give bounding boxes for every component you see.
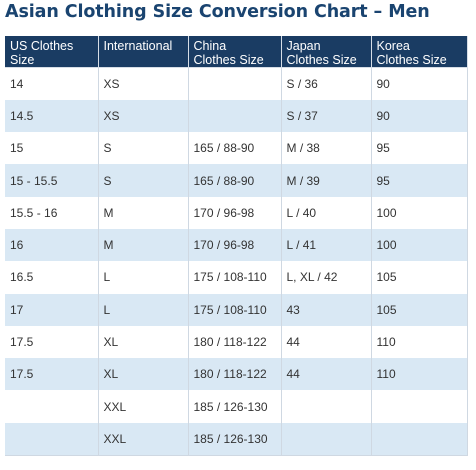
cell-international: XS bbox=[97, 99, 189, 133]
cell-japan-size: M / 38 bbox=[280, 132, 372, 165]
cell-china-size: 185 / 126-130 bbox=[187, 390, 282, 423]
cell-korea-size: 105 bbox=[370, 293, 468, 326]
cell-china-size: 185 / 126-130 bbox=[187, 422, 282, 456]
table-row: XXL 185 / 126-130 bbox=[5, 390, 468, 423]
cell-china-size: 180 / 118-122 bbox=[187, 325, 282, 359]
cell-korea-size bbox=[370, 390, 468, 423]
cell-japan-size bbox=[280, 390, 372, 423]
cell-korea-size: 100 bbox=[370, 228, 468, 262]
cell-international: S bbox=[97, 132, 189, 165]
cell-korea-size: 90 bbox=[370, 99, 468, 133]
cell-international: XXL bbox=[97, 422, 189, 456]
cell-us-size bbox=[5, 422, 99, 456]
header-china-size: China Clothes Size bbox=[187, 36, 282, 68]
cell-us-size: 14.5 bbox=[5, 99, 99, 133]
table-row: 16 M 170 / 96-98 L / 41 100 bbox=[5, 228, 468, 262]
cell-us-size: 17.5 bbox=[5, 358, 99, 391]
cell-korea-size: 95 bbox=[370, 164, 468, 197]
cell-international: M bbox=[97, 228, 189, 262]
cell-korea-size: 95 bbox=[370, 132, 468, 165]
cell-international: XL bbox=[97, 325, 189, 359]
cell-international: L bbox=[97, 293, 189, 326]
table-row: 14 XS S / 36 90 bbox=[5, 67, 468, 100]
cell-japan-size bbox=[280, 422, 372, 456]
cell-korea-size: 90 bbox=[370, 67, 468, 100]
table-row: 15 - 15.5 S 165 / 88-90 M / 39 95 bbox=[5, 164, 468, 197]
cell-china-size: 180 / 118-122 bbox=[187, 358, 282, 391]
cell-korea-size: 105 bbox=[370, 261, 468, 294]
table-body: 14 XS S / 36 90 14.5 XS S / 37 90 15 S 165 / 88-90… bbox=[5, 67, 468, 456]
cell-korea-size: 100 bbox=[370, 196, 468, 229]
cell-us-size: 17 bbox=[5, 293, 99, 326]
cell-us-size: 14 bbox=[5, 67, 99, 100]
table-row: 17.5 XL 180 / 118-122 44 110 bbox=[5, 358, 468, 391]
cell-japan-size: 44 bbox=[280, 358, 372, 391]
cell-japan-size: L / 40 bbox=[280, 196, 372, 229]
table-row: 17 L 175 / 108-110 43 105 bbox=[5, 293, 468, 326]
cell-korea-size: 110 bbox=[370, 358, 468, 391]
header-japan-size: Japan Clothes Size bbox=[280, 36, 372, 68]
cell-japan-size: L / 41 bbox=[280, 228, 372, 262]
cell-korea-size: 110 bbox=[370, 325, 468, 359]
cell-us-size: 15 - 15.5 bbox=[5, 164, 99, 197]
cell-japan-size: M / 39 bbox=[280, 164, 372, 197]
cell-china-size: 165 / 88-90 bbox=[187, 164, 282, 197]
table-row: 15 S 165 / 88-90 M / 38 95 bbox=[5, 132, 468, 165]
cell-international: M bbox=[97, 196, 189, 229]
size-conversion-table: US Clothes Size International China Clothe… bbox=[5, 36, 468, 456]
cell-china-size: 165 / 88-90 bbox=[187, 132, 282, 165]
header-us-size: US Clothes Size bbox=[5, 36, 99, 68]
cell-us-size: 16 bbox=[5, 228, 99, 262]
cell-japan-size: S / 36 bbox=[280, 67, 372, 100]
cell-international: XS bbox=[97, 67, 189, 100]
cell-china-size: 175 / 108-110 bbox=[187, 261, 282, 294]
table-row: 15.5 - 16 M 170 / 96-98 L / 40 100 bbox=[5, 196, 468, 229]
header-korea-size: Korea Clothes Size bbox=[370, 36, 468, 68]
page-title: Asian Clothing Size Conversion Chart – M… bbox=[5, 2, 430, 22]
cell-japan-size: 44 bbox=[280, 325, 372, 359]
cell-us-size bbox=[5, 390, 99, 423]
table-row: 17.5 XL 180 / 118-122 44 110 bbox=[5, 325, 468, 359]
cell-us-size: 15 bbox=[5, 132, 99, 165]
cell-us-size: 15.5 - 16 bbox=[5, 196, 99, 229]
table-header-row: US Clothes Size International China Clothe… bbox=[5, 36, 468, 68]
cell-international: S bbox=[97, 164, 189, 197]
cell-korea-size bbox=[370, 422, 468, 456]
cell-japan-size: 43 bbox=[280, 293, 372, 326]
cell-japan-size: S / 37 bbox=[280, 99, 372, 133]
table-row: 14.5 XS S / 37 90 bbox=[5, 99, 468, 133]
header-international: International bbox=[97, 36, 189, 68]
cell-us-size: 16.5 bbox=[5, 261, 99, 294]
cell-china-size: 170 / 96-98 bbox=[187, 196, 282, 229]
cell-us-size: 17.5 bbox=[5, 325, 99, 359]
cell-international: XL bbox=[97, 358, 189, 391]
cell-china-size: 175 / 108-110 bbox=[187, 293, 282, 326]
cell-international: L bbox=[97, 261, 189, 294]
cell-japan-size: L, XL / 42 bbox=[280, 261, 372, 294]
table-row: 16.5 L 175 / 108-110 L, XL / 42 105 bbox=[5, 261, 468, 294]
table-row: XXL 185 / 126-130 bbox=[5, 422, 468, 456]
cell-china-size: 170 / 96-98 bbox=[187, 228, 282, 262]
cell-china-size bbox=[187, 67, 282, 100]
cell-china-size bbox=[187, 99, 282, 133]
cell-international: XXL bbox=[97, 390, 189, 423]
